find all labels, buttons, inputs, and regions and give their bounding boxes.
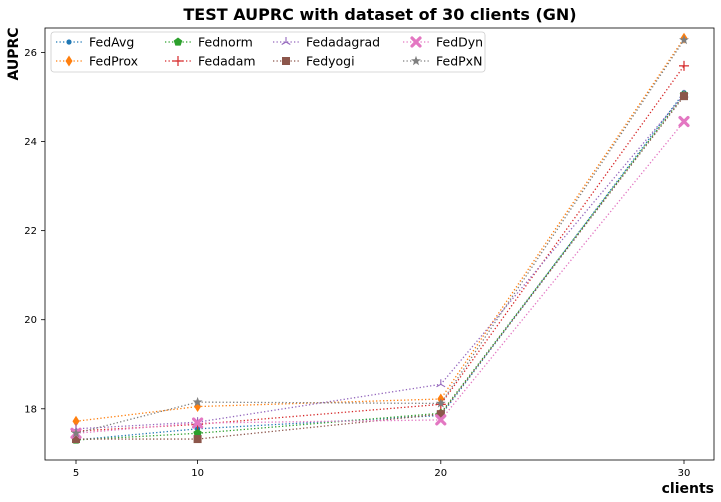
series-line [75, 94, 685, 430]
legend-item: Fednorm [165, 35, 253, 50]
y-tick-label: 20 [24, 315, 37, 326]
series-fedyogi [72, 92, 688, 444]
series-line [75, 121, 685, 434]
x-tick-label: 5 [73, 468, 79, 479]
series-line [75, 37, 685, 422]
legend-marker [66, 39, 72, 45]
legend-marker [173, 56, 183, 66]
series-fedpxn [71, 34, 689, 438]
y-tick-label: 22 [24, 226, 37, 237]
legend-marker [282, 57, 290, 65]
legend-label: Fednorm [198, 35, 253, 50]
x-tick-label: 10 [191, 468, 204, 479]
data-point [72, 435, 80, 444]
data-point [72, 415, 80, 427]
chart-title: TEST AUPRC with dataset of 30 clients (G… [183, 5, 576, 24]
series-line [75, 39, 685, 434]
legend-label: FedDyn [436, 35, 483, 50]
series-fednorm [71, 90, 689, 444]
series-line [75, 92, 685, 441]
legend-item: FedPxN [403, 54, 482, 69]
data-point [435, 398, 446, 408]
legend-label: FedPxN [436, 54, 482, 69]
legend-label: Fedadam [198, 54, 256, 69]
series-layer [70, 32, 690, 444]
legend-marker [411, 55, 421, 66]
y-axis-label: AUPRC [6, 27, 22, 80]
y-tick-label: 26 [24, 48, 37, 59]
data-point [678, 115, 690, 128]
data-point [436, 410, 445, 419]
data-point [192, 396, 203, 407]
legend-item: Fedadam [165, 54, 256, 69]
legend-box [50, 31, 486, 73]
legend-item: FedDyn [403, 35, 483, 50]
legend-marker [281, 37, 291, 45]
legend-label: FedProx [89, 54, 138, 69]
legend-item: FedAvg [56, 35, 134, 50]
data-point [436, 379, 446, 388]
legend-item: Fedyogi [273, 54, 355, 69]
data-point [680, 92, 688, 101]
legend-marker [173, 37, 183, 46]
x-axis-label: clients [662, 481, 714, 497]
x-tick-label: 20 [434, 468, 447, 479]
data-point [193, 428, 202, 437]
x-tick-label: 30 [678, 468, 691, 479]
series-line [75, 94, 685, 441]
y-tick-label: 18 [24, 404, 37, 415]
data-point [679, 34, 689, 45]
data-point [435, 414, 447, 426]
legend-marker [65, 55, 73, 67]
series-fedadagrad [71, 89, 689, 432]
data-point [71, 428, 81, 438]
series-fedadam [71, 60, 689, 437]
data-point [193, 435, 202, 444]
data-point [679, 60, 689, 71]
y-tick-label: 24 [24, 137, 37, 148]
legend-item: Fedadagrad [273, 35, 380, 50]
series-fedavg [73, 89, 687, 443]
axis-ticks: 5 10 20 30 18 20 22 24 26 [24, 48, 690, 479]
series-line [75, 65, 685, 432]
legend-label: FedAvg [89, 35, 134, 50]
legend-label: Fedyogi [306, 54, 355, 69]
series-feddyn [70, 115, 690, 439]
legend: FedAvg FedProx Fednorm Fedadam Fedadagrad Fed… [50, 31, 486, 73]
legend-item: FedProx [56, 54, 138, 69]
data-point [192, 417, 204, 429]
legend-label: Fedadagrad [306, 35, 380, 50]
series-line [76, 95, 685, 440]
plot-frame [44, 27, 715, 461]
legend-marker [410, 36, 422, 48]
